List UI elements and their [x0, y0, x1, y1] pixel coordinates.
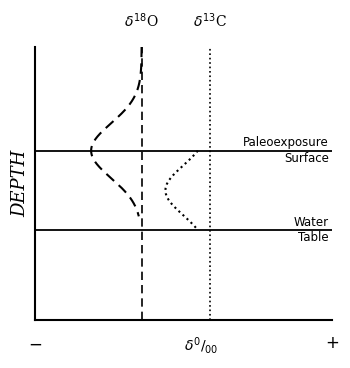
- Text: $+$: $+$: [325, 335, 339, 352]
- Text: Surface: Surface: [284, 152, 329, 165]
- Y-axis label: DEPTH: DEPTH: [11, 150, 29, 217]
- Text: $\delta^{0}/_{00}$: $\delta^{0}/_{00}$: [184, 335, 218, 356]
- Text: $\delta^{18}$O: $\delta^{18}$O: [124, 12, 159, 30]
- Text: Table: Table: [298, 231, 329, 244]
- Text: Water: Water: [294, 216, 329, 229]
- Text: $-$: $-$: [28, 335, 42, 352]
- Text: Paleoexposure: Paleoexposure: [243, 136, 329, 149]
- Text: $\delta^{13}$C: $\delta^{13}$C: [193, 12, 227, 30]
